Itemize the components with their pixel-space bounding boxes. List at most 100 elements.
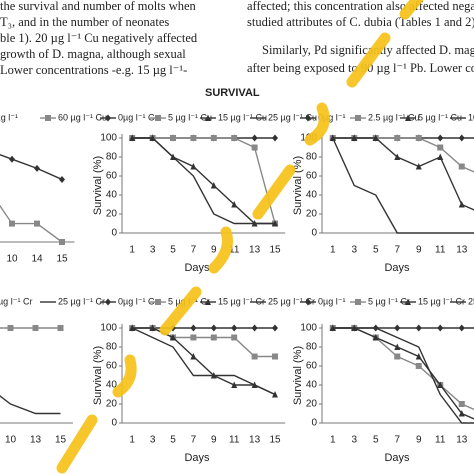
data-point <box>34 220 40 227</box>
data-point <box>272 134 278 142</box>
legend-marker <box>155 115 161 121</box>
y-tick-label: 20 <box>306 399 318 410</box>
data-point <box>458 201 465 208</box>
y-tick-label: 80 <box>306 152 318 163</box>
data-point <box>190 135 197 141</box>
legend-label: 25 µg l⁻¹ Cu <box>268 112 317 122</box>
x-tick-label: 11 <box>435 435 446 446</box>
y-tick-label: 0 <box>311 418 317 429</box>
legend-label: 0µg l⁻¹ <box>318 112 345 122</box>
body-text: growth of D. magna, although sexual <box>0 47 186 61</box>
legend-label: 25 µg l⁻¹ Cr <box>58 296 105 306</box>
data-point <box>415 353 422 360</box>
legend-marker <box>305 114 311 122</box>
data-point <box>437 381 444 388</box>
x-tick-label: 13 <box>30 435 42 446</box>
data-point <box>458 163 465 170</box>
data-point <box>415 324 422 332</box>
data-point <box>9 220 15 227</box>
legend-label: 0µg l⁻¹ <box>318 296 345 306</box>
y-axis-title: Survival (%) <box>92 346 104 405</box>
y-tick-label: 40 <box>306 380 318 391</box>
y-tick-label: 60 <box>306 361 318 372</box>
watermark-stroke <box>252 164 296 220</box>
x-tick-label: 13 <box>249 245 261 256</box>
x-tick-label: 3 <box>351 245 357 256</box>
data-point <box>272 324 278 332</box>
series-line <box>332 327 474 424</box>
data-point <box>231 381 238 388</box>
x-tick-label: 1 <box>129 245 135 256</box>
data-point <box>170 135 176 141</box>
y-tick-label: 60 <box>106 361 118 372</box>
data-point <box>251 353 258 360</box>
data-point <box>458 134 465 142</box>
series-line <box>132 137 276 224</box>
data-point <box>437 144 444 151</box>
data-point <box>231 201 238 208</box>
data-point <box>59 239 65 245</box>
x-tick-label: 9 <box>211 435 217 446</box>
data-point <box>251 144 258 151</box>
data-point <box>415 135 422 141</box>
data-point <box>210 324 217 332</box>
data-point <box>394 343 401 350</box>
y-tick-label: 0 <box>311 228 317 239</box>
y-tick-label: 20 <box>106 399 118 410</box>
y-axis-title: Survival (%) <box>292 346 304 405</box>
data-point <box>190 334 197 341</box>
x-tick-label: 7 <box>394 245 400 256</box>
x-tick-label: 9 <box>416 245 422 256</box>
legend-label: 60 µg l⁻¹ Cu <box>58 112 107 122</box>
x-tick-label: 3 <box>351 435 357 446</box>
data-point <box>372 334 379 341</box>
watermark <box>56 0 424 474</box>
y-axis-title: Survival (%) <box>92 156 104 215</box>
series-line <box>132 327 276 396</box>
legend-marker <box>305 298 311 306</box>
legend-label: 15 µg l⁻¹ Cr <box>418 296 465 306</box>
data-point <box>7 325 14 331</box>
x-tick-label: 5 <box>170 435 176 446</box>
data-point <box>351 134 358 141</box>
body-text: Lower concentrations -e.g. 15 µg l⁻¹- <box>0 63 187 77</box>
y-tick-label: 100 <box>100 133 117 144</box>
x-tick-label: 13 <box>456 245 468 256</box>
data-point <box>190 324 197 332</box>
y-tick-label: 40 <box>106 380 118 391</box>
legend-marker <box>105 114 111 122</box>
x-tick-label: 3 <box>150 245 156 256</box>
legend-marker <box>105 298 111 306</box>
data-point <box>394 353 401 360</box>
data-point <box>9 155 15 163</box>
legend-label: µg l⁻¹ Cr <box>0 296 32 306</box>
data-point <box>329 134 336 141</box>
data-point <box>394 135 401 141</box>
series-line <box>132 327 275 358</box>
data-point <box>272 353 278 360</box>
legend-label: 0 µg l⁻¹ <box>0 112 18 122</box>
y-tick-label: 20 <box>306 209 318 220</box>
data-point <box>458 401 465 407</box>
series-line <box>332 137 474 173</box>
x-tick-label: 5 <box>373 435 379 446</box>
data-point <box>190 163 197 170</box>
body-text: affected; this concentration also affect… <box>247 0 474 13</box>
legend-label: 2.5 µg l⁻¹ Cu <box>368 112 419 122</box>
data-point <box>190 353 197 360</box>
legend-marker <box>205 114 211 121</box>
legend-marker <box>355 299 361 305</box>
series-line <box>0 154 63 181</box>
y-tick-label: 100 <box>100 323 117 334</box>
x-axis-title: Days <box>384 452 410 464</box>
x-tick-label: 7 <box>394 435 400 446</box>
x-tick-label: 11 <box>229 435 240 446</box>
series-line <box>0 395 61 415</box>
y-axis-title: Survival (%) <box>292 156 304 215</box>
watermark-stroke <box>304 102 330 146</box>
y-tick-label: 80 <box>106 342 118 353</box>
